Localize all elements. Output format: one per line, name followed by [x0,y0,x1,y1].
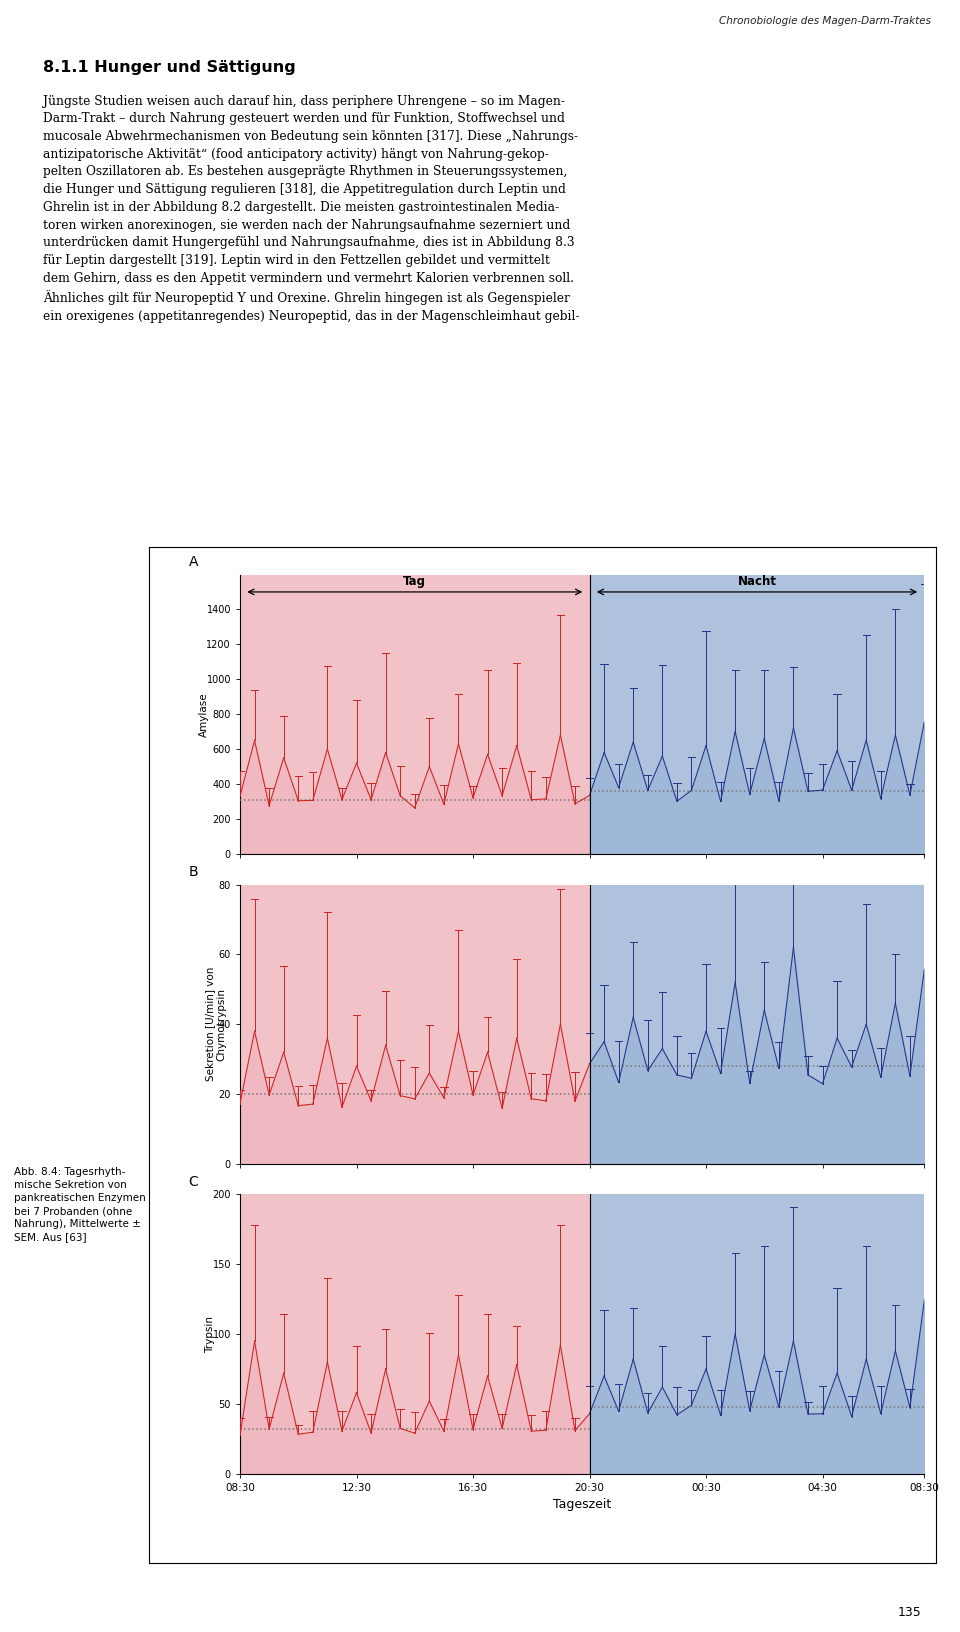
Text: B: B [189,865,199,880]
Y-axis label: Amylase: Amylase [199,692,208,736]
Bar [240,574,589,854]
Text: C: C [189,1175,199,1188]
Text: Nacht: Nacht [737,574,777,588]
Y-axis label: Sekretion [U/min] von
Chymotrypsin: Sekretion [U/min] von Chymotrypsin [205,968,227,1082]
Bar [589,1195,924,1474]
X-axis label: Tageszeit: Tageszeit [553,1498,612,1511]
Text: A: A [189,555,198,570]
Y-axis label: Trypsin: Trypsin [204,1315,215,1353]
Bar [240,885,589,1164]
Bar [589,574,924,854]
Text: 8.1.1 Hunger und Sättigung: 8.1.1 Hunger und Sättigung [43,60,296,75]
Bar [240,1195,589,1474]
Text: 135: 135 [898,1606,922,1619]
Text: Chronobiologie des Magen-Darm-Traktes: Chronobiologie des Magen-Darm-Traktes [719,15,931,26]
Bar [589,885,924,1164]
Text: Tag: Tag [403,574,426,588]
Text: Abb. 8.4: Tagesrhyth-
mische Sekretion von
pankreatischen Enzymen
bei 7 Probande: Abb. 8.4: Tagesrhyth- mische Sekretion v… [14,1167,146,1242]
Text: Jüngste Studien weisen auch darauf hin, dass periphere Uhrengene – so im Magen-
: Jüngste Studien weisen auch darauf hin, … [43,95,580,323]
